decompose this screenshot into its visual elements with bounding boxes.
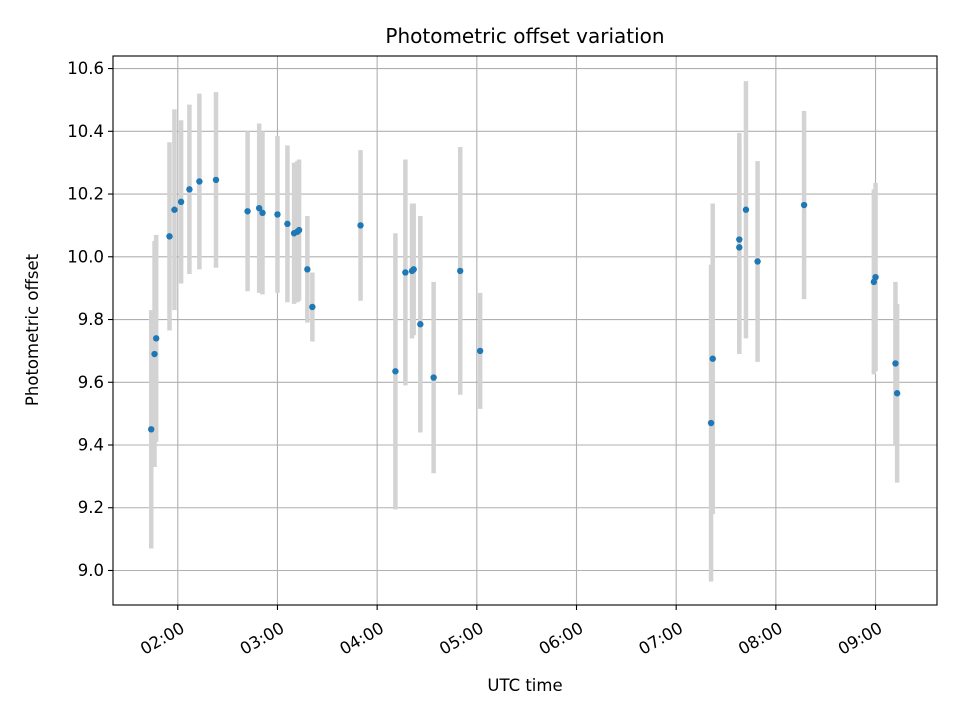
data-point xyxy=(457,267,464,275)
x-tick-label: 06:00 xyxy=(536,618,587,658)
data-point xyxy=(357,222,364,229)
data-point xyxy=(410,266,417,273)
chart-title: Photometric offset variation xyxy=(385,24,664,48)
y-tick-label: 10.6 xyxy=(67,59,104,78)
y-tick-label: 10.4 xyxy=(67,122,104,141)
data-point xyxy=(430,374,437,381)
x-tick-label: 03:00 xyxy=(237,618,288,658)
data-point xyxy=(392,368,399,375)
y-tick-label: 9.8 xyxy=(78,310,104,329)
data-point xyxy=(171,206,178,213)
y-axis-label: Photometric offset xyxy=(23,253,42,406)
data-point xyxy=(736,236,743,243)
data-point xyxy=(872,273,879,281)
grid-lines xyxy=(113,56,937,605)
data-point xyxy=(186,186,193,193)
y-tick-label: 10.2 xyxy=(67,185,104,204)
data-point xyxy=(152,335,160,342)
x-tick-label: 04:00 xyxy=(336,618,387,658)
x-tick-label: 07:00 xyxy=(635,618,686,658)
y-tick-label: 9.0 xyxy=(78,561,104,580)
y-tick-label: 9.6 xyxy=(78,373,104,392)
data-point xyxy=(309,303,316,311)
data-point xyxy=(402,269,409,276)
y-tick-label: 9.4 xyxy=(78,436,104,455)
data-point xyxy=(742,206,750,213)
data-point xyxy=(476,347,484,355)
data-point xyxy=(244,208,251,215)
x-tick-label: 02:00 xyxy=(137,618,188,658)
data-point xyxy=(284,220,291,228)
x-axis-label: UTC time xyxy=(487,676,562,695)
data-point xyxy=(255,204,263,212)
y-tick-label: 10.0 xyxy=(67,247,104,266)
data-point xyxy=(709,355,716,362)
data-point xyxy=(295,226,303,234)
y-tick-label: 9.2 xyxy=(78,498,104,517)
data-point xyxy=(417,321,424,328)
data-point xyxy=(800,201,808,209)
error-bars xyxy=(148,81,900,582)
data-point xyxy=(166,233,173,240)
x-tick-label: 05:00 xyxy=(436,618,487,658)
data-point xyxy=(304,266,311,273)
data-point xyxy=(892,360,899,367)
data-point xyxy=(259,209,266,217)
x-tick-label: 09:00 xyxy=(835,618,886,658)
data-point xyxy=(754,258,761,265)
x-tick-label: 08:00 xyxy=(735,618,786,658)
data-point xyxy=(736,244,743,251)
data-point xyxy=(148,426,155,433)
data-point xyxy=(177,198,185,206)
data-point xyxy=(196,178,203,185)
data-point xyxy=(151,350,158,358)
data-point xyxy=(274,211,281,218)
data-point xyxy=(893,390,901,397)
data-points xyxy=(148,176,901,433)
plot-frame xyxy=(112,55,938,606)
data-point xyxy=(707,419,715,427)
data-point xyxy=(212,176,220,184)
